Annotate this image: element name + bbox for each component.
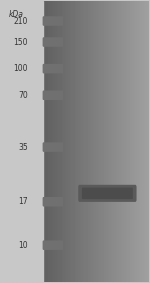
FancyBboxPatch shape [43, 91, 63, 100]
Text: 100: 100 [13, 64, 28, 73]
Text: 35: 35 [18, 143, 28, 152]
Bar [1, 1, 43, 282]
FancyBboxPatch shape [43, 241, 63, 250]
FancyBboxPatch shape [43, 64, 63, 73]
Text: kDa: kDa [9, 10, 24, 19]
FancyBboxPatch shape [43, 197, 63, 207]
FancyBboxPatch shape [43, 16, 63, 26]
FancyBboxPatch shape [78, 185, 136, 202]
FancyBboxPatch shape [82, 188, 133, 199]
FancyBboxPatch shape [43, 37, 63, 47]
Text: 17: 17 [18, 197, 28, 206]
FancyBboxPatch shape [43, 142, 63, 152]
Text: 150: 150 [13, 38, 28, 46]
Text: 70: 70 [18, 91, 28, 100]
Text: 210: 210 [14, 16, 28, 25]
Text: 10: 10 [18, 241, 28, 250]
